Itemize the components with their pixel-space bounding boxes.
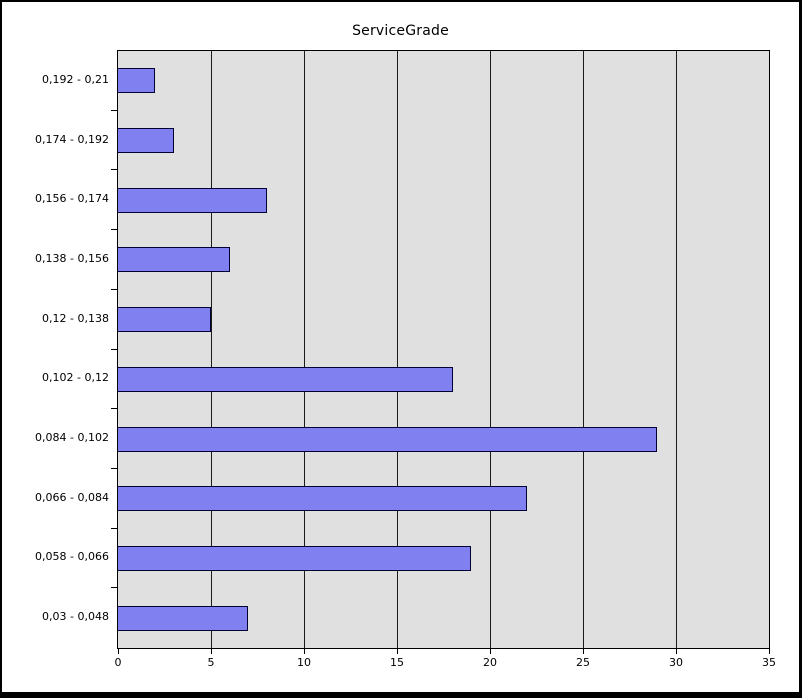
y-axis-label: 0,058 - 0,066 (35, 550, 109, 563)
bar (118, 68, 156, 93)
x-axis-tick (397, 649, 398, 654)
y-axis-tick (111, 468, 117, 469)
bar (118, 188, 267, 213)
gridline (304, 51, 305, 648)
y-axis-tick (111, 587, 117, 588)
bar (118, 486, 528, 511)
x-axis-tick-label: 10 (297, 656, 311, 669)
gridline (397, 51, 398, 648)
bar (118, 606, 249, 631)
gridline (676, 51, 677, 648)
x-axis-tick-label: 35 (762, 656, 776, 669)
y-axis-label: 0,084 - 0,102 (35, 431, 109, 444)
y-axis-label: 0,138 - 0,156 (35, 252, 109, 265)
bar (118, 247, 230, 272)
y-axis-tick (111, 528, 117, 529)
x-axis-tick (118, 649, 119, 654)
bar (118, 367, 453, 392)
y-axis-label: 0,156 - 0,174 (35, 192, 109, 205)
gridline (583, 51, 584, 648)
x-axis-tick-label: 25 (576, 656, 590, 669)
plot-area (117, 50, 770, 649)
y-axis-tick (111, 289, 117, 290)
gridline (490, 51, 491, 648)
x-axis-tick (769, 649, 770, 654)
x-axis-tick (211, 649, 212, 654)
x-axis-tick (490, 649, 491, 654)
x-axis-tick (304, 649, 305, 654)
chart-title: ServiceGrade (352, 23, 449, 39)
y-axis-tick (111, 110, 117, 111)
bar (118, 427, 658, 452)
y-axis-label: 0,192 - 0,21 (42, 73, 109, 86)
y-axis-label: 0,12 - 0,138 (42, 312, 109, 325)
y-axis-label: 0,102 - 0,12 (42, 371, 109, 384)
bar (118, 128, 174, 153)
bar (118, 546, 472, 571)
gridline (211, 51, 212, 648)
y-axis-label: 0,066 - 0,084 (35, 491, 109, 504)
x-axis-tick-label: 0 (114, 656, 122, 669)
y-axis-tick (111, 169, 117, 170)
y-axis-label: 0,03 - 0,048 (42, 610, 109, 623)
y-axis-label: 0,174 - 0,192 (35, 133, 109, 146)
y-axis-tick (111, 349, 117, 350)
x-axis-tick (583, 649, 584, 654)
x-axis-tick-label: 30 (669, 656, 683, 669)
y-axis-tick (111, 229, 117, 230)
x-axis-tick-label: 15 (390, 656, 404, 669)
x-axis-tick (676, 649, 677, 654)
bar (118, 307, 211, 332)
x-axis-tick-label: 20 (483, 656, 497, 669)
x-axis-tick-label: 5 (207, 656, 215, 669)
y-axis-tick (111, 408, 117, 409)
